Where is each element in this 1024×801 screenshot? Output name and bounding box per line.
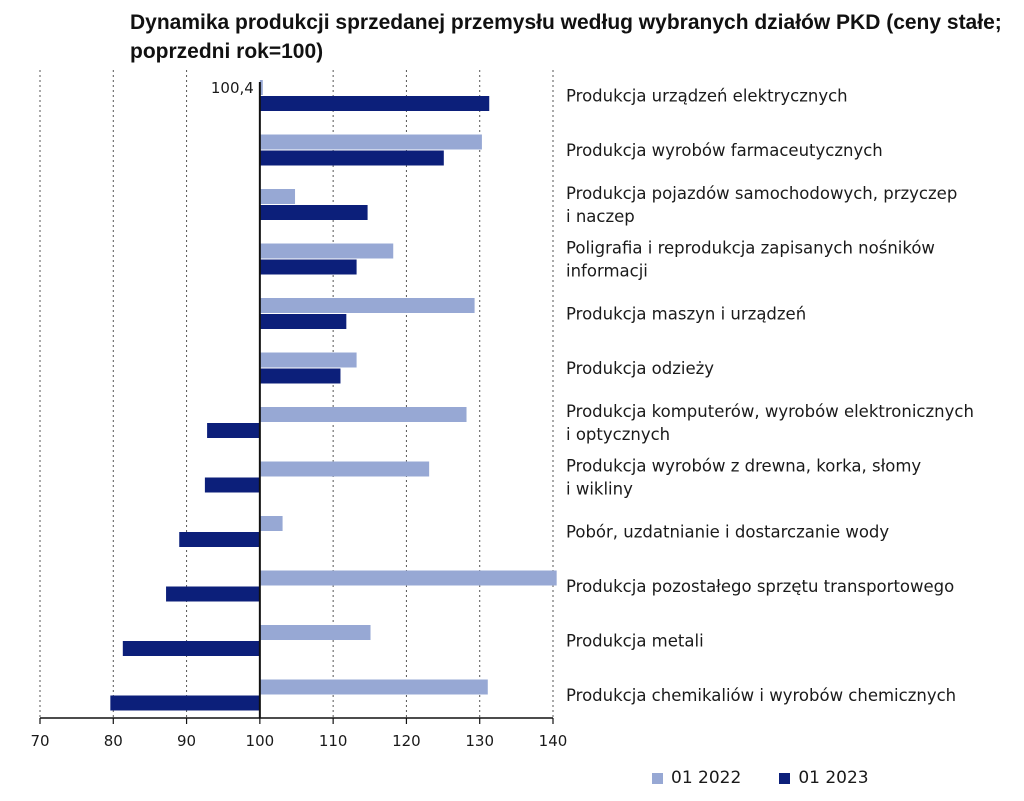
x-tick-label-90: 90 xyxy=(177,732,196,750)
bar-01-2022-11 xyxy=(259,679,488,695)
legend-label-2023: 01 2023 xyxy=(798,768,869,788)
bar-01-2023-4 xyxy=(259,314,347,329)
category-label-10: Produkcja metali xyxy=(566,632,704,651)
bar-01-2022-3 xyxy=(259,243,394,259)
x-tick-label-120: 120 xyxy=(392,732,421,750)
x-tick-label-80: 80 xyxy=(104,732,123,750)
bar-01-2023-2 xyxy=(259,205,368,220)
bar-01-2022-0 xyxy=(259,80,263,95)
category-label-6-line-0: Produkcja komputerów, wyrobów elektronic… xyxy=(566,402,974,421)
category-label-9: Produkcja pozostałego sprzętu transporto… xyxy=(566,577,954,596)
bar-01-2022-6 xyxy=(259,407,467,422)
legend-item-2022: 01 2022 xyxy=(652,768,741,788)
bar-01-2023-0 xyxy=(259,96,490,111)
bar-01-2022-8 xyxy=(259,516,283,531)
legend-swatch-2022 xyxy=(652,772,663,784)
category-label-2-line-0: Produkcja pojazdów samochodowych, przycz… xyxy=(566,184,957,203)
x-tick-label-130: 130 xyxy=(465,732,494,750)
bar-01-2022-10 xyxy=(259,625,371,640)
bar-01-2023-8 xyxy=(179,532,260,547)
x-tick-label-100: 100 xyxy=(246,732,275,750)
legend-label-2022: 01 2022 xyxy=(671,768,742,788)
category-label-5: Produkcja odzieży xyxy=(566,359,714,378)
bar-01-2022-7 xyxy=(259,461,430,477)
category-label-8: Pobór, uzdatnianie i dostarczanie wody xyxy=(566,523,889,542)
bar-01-2022-4 xyxy=(259,298,475,313)
bar-01-2022-9 xyxy=(259,570,557,586)
bar-01-2023-9 xyxy=(166,586,260,602)
category-label-6-line-1: i optycznych xyxy=(566,425,670,444)
category-label-7-line-1: i wikliny xyxy=(566,480,633,499)
chart-title: Dynamika produkcji sprzedanej przemysłu … xyxy=(130,11,1002,63)
bar-01-2023-3 xyxy=(259,259,357,275)
data-label-0: 100,4 xyxy=(211,79,254,97)
bar-01-2023-10 xyxy=(122,641,260,656)
bar-01-2022-5 xyxy=(259,352,357,368)
bar-01-2023-1 xyxy=(259,150,444,166)
x-tick-label-110: 110 xyxy=(319,732,348,750)
category-label-2-line-1: i naczep xyxy=(566,207,635,226)
category-label-3-line-1: informacji xyxy=(566,262,648,281)
x-tick-label-70: 70 xyxy=(30,732,49,750)
category-label-0: Produkcja urządzeń elektrycznych xyxy=(566,87,848,106)
bar-01-2023-5 xyxy=(259,368,341,384)
legend-swatch-2023 xyxy=(779,772,791,784)
category-label-4: Produkcja maszyn i urządzeń xyxy=(566,305,806,324)
x-tick-label-140: 140 xyxy=(539,732,568,750)
bar-01-2023-7 xyxy=(204,477,260,493)
bar-01-2022-2 xyxy=(259,189,296,204)
category-label-7-line-0: Produkcja wyrobów z drewna, korka, słomy xyxy=(566,457,921,476)
legend: 01 2022 01 2023 xyxy=(652,768,869,788)
bar-01-2023-11 xyxy=(110,695,260,711)
category-label-11: Produkcja chemikaliów i wyrobów chemiczn… xyxy=(566,686,956,705)
bar-01-2023-6 xyxy=(207,423,260,438)
category-label-1: Produkcja wyrobów farmaceutycznych xyxy=(566,141,883,160)
bar-01-2022-1 xyxy=(259,134,482,150)
legend-item-2023: 01 2023 xyxy=(779,768,869,788)
category-label-3-line-0: Poligrafia i reprodukcja zapisanych nośn… xyxy=(566,239,935,258)
